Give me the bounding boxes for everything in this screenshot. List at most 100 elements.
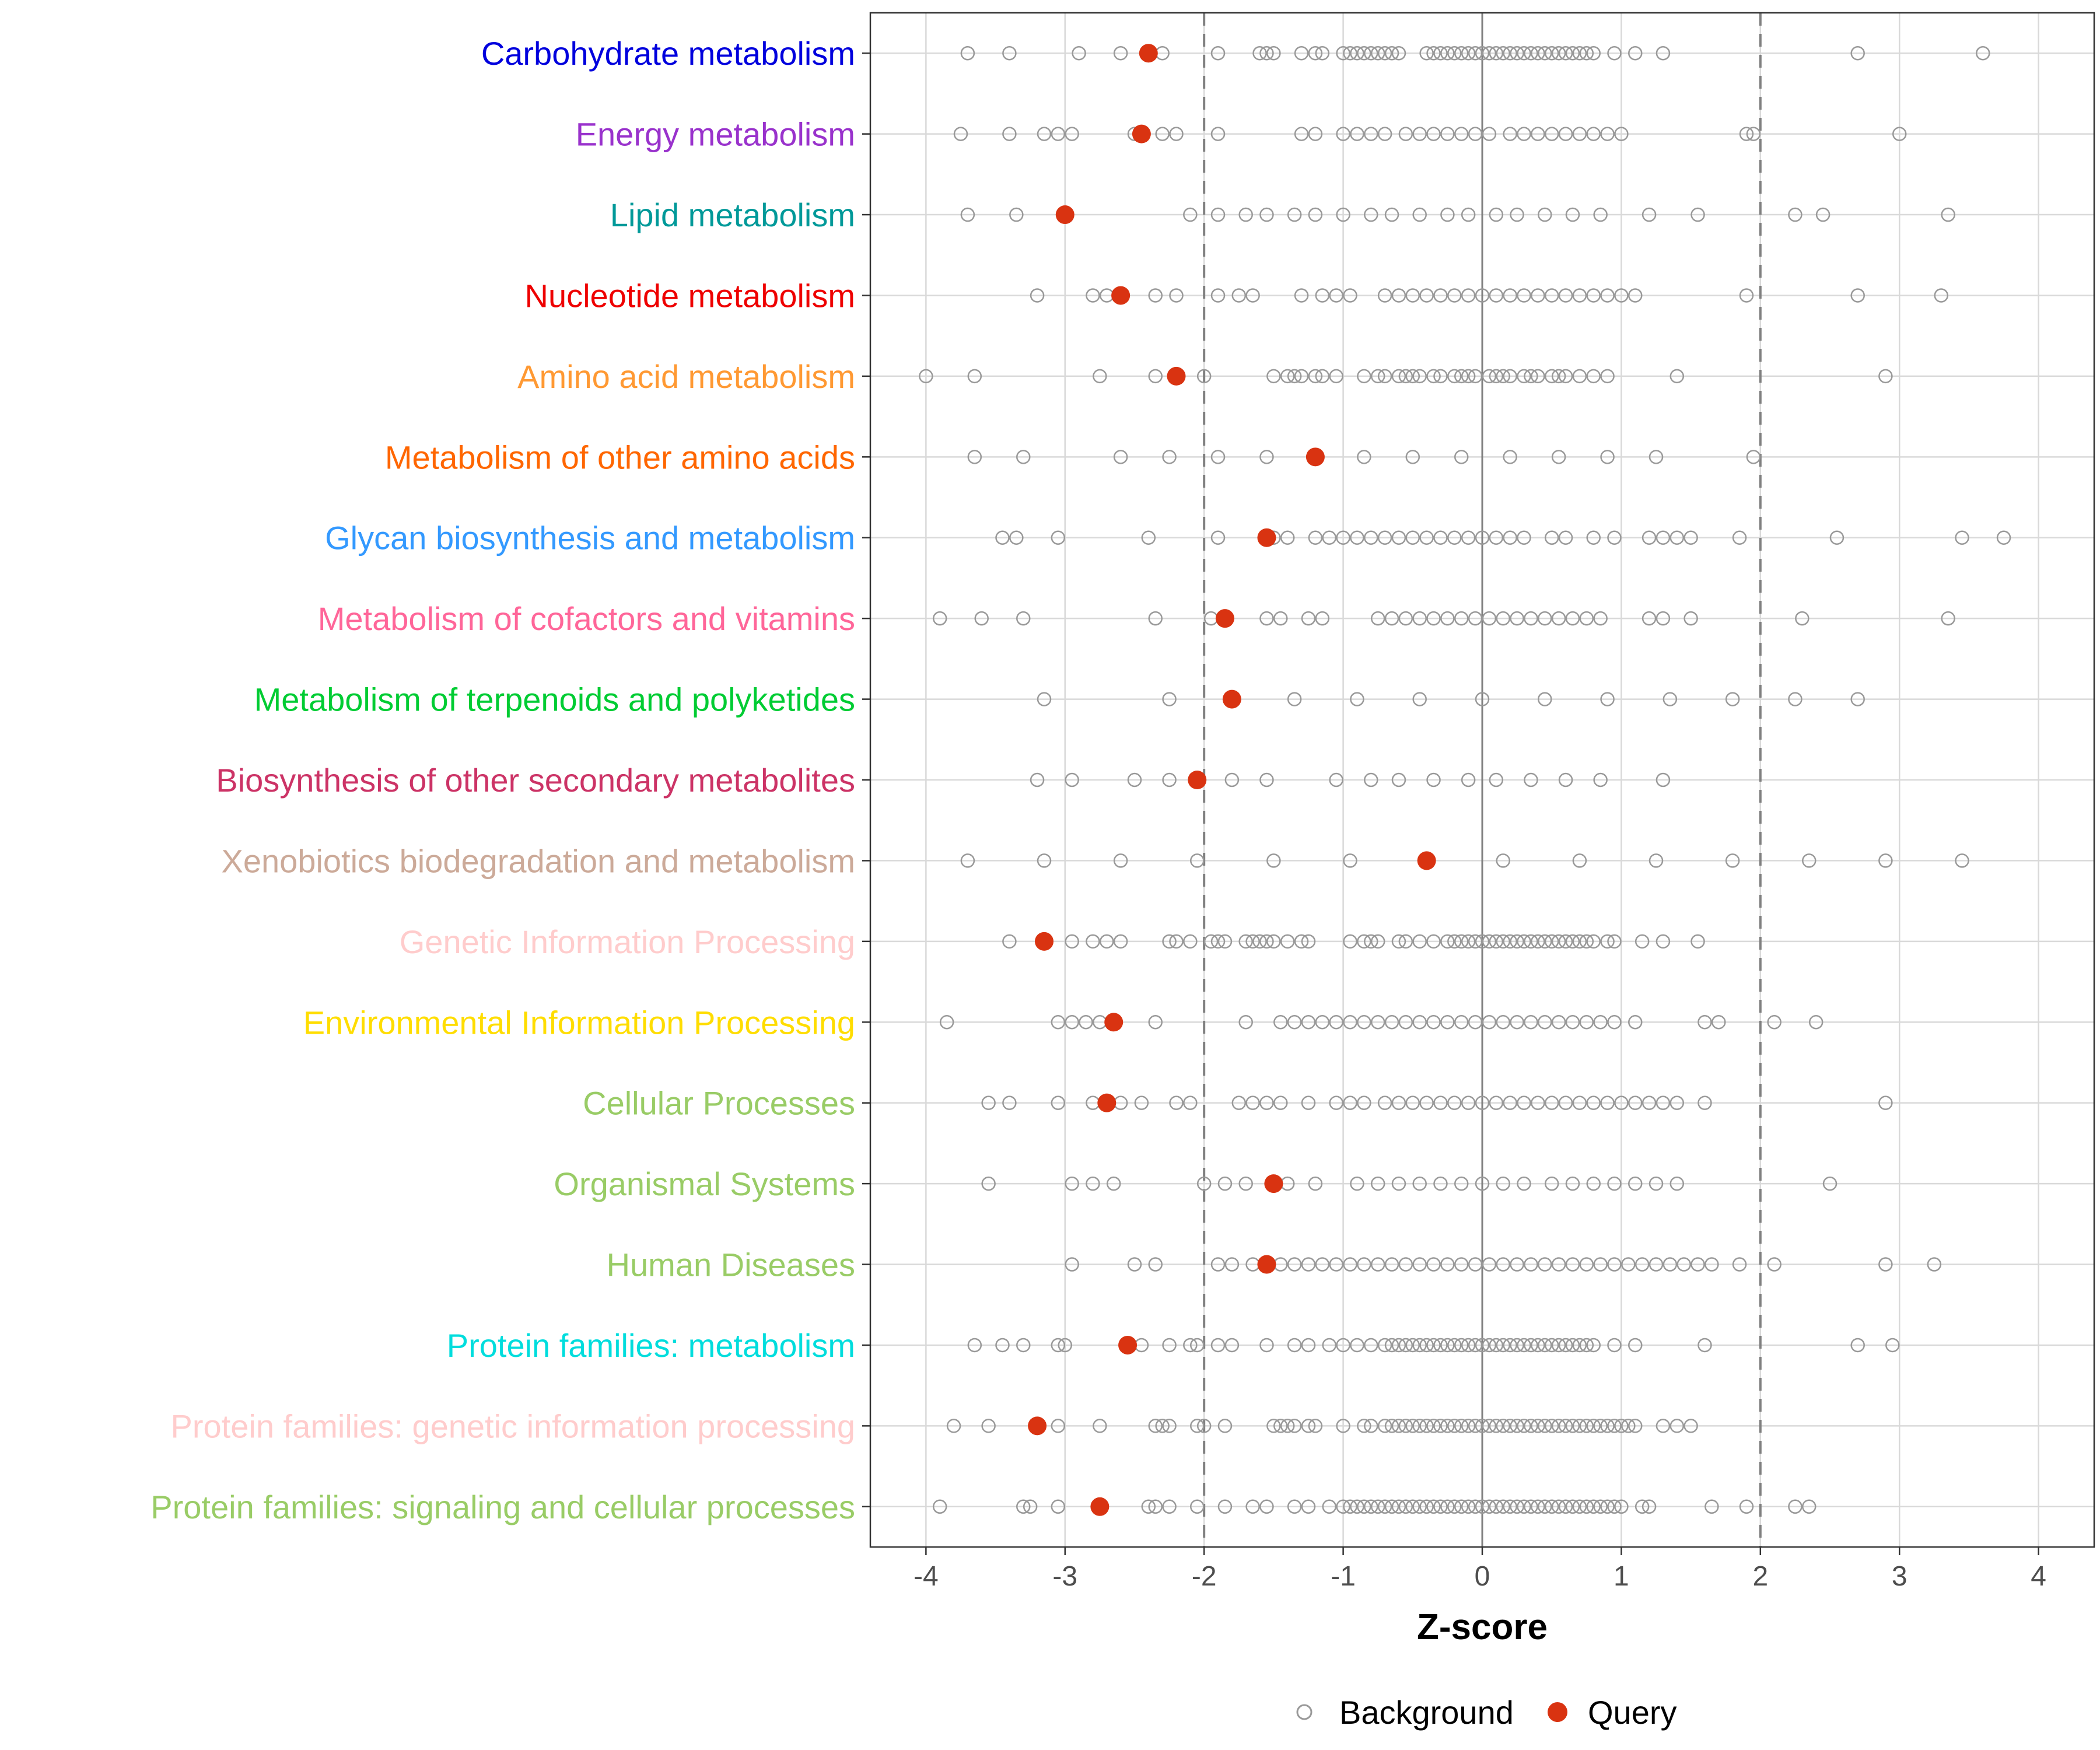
background-point xyxy=(1461,1096,1476,1110)
background-point xyxy=(1217,1499,1233,1514)
background-point xyxy=(1579,1419,1594,1433)
background-point xyxy=(1454,1499,1469,1514)
background-point xyxy=(1524,611,1538,626)
background-point xyxy=(1634,1499,1650,1514)
background-point xyxy=(1343,1257,1357,1272)
background-point xyxy=(1440,1419,1455,1433)
background-point xyxy=(1496,1257,1511,1272)
background-point xyxy=(1544,369,1559,384)
background-point xyxy=(1892,127,1907,141)
background-point xyxy=(1016,450,1031,464)
background-point xyxy=(960,46,975,61)
background-point xyxy=(1558,46,1573,61)
background-point xyxy=(1648,853,1664,868)
background-point xyxy=(1412,1257,1427,1272)
background-point xyxy=(1447,1419,1462,1433)
background-point xyxy=(1384,611,1399,626)
background-point xyxy=(1670,1419,1685,1433)
background-point xyxy=(1364,1419,1378,1433)
background-point xyxy=(1468,934,1483,949)
background-point xyxy=(1531,1338,1545,1353)
background-point xyxy=(1329,1015,1343,1030)
background-point xyxy=(1398,1419,1413,1433)
background-point xyxy=(1475,692,1490,706)
background-point xyxy=(1273,1419,1288,1433)
background-point xyxy=(1315,288,1330,303)
background-point xyxy=(1162,1419,1177,1433)
background-point xyxy=(1259,1499,1274,1514)
background-point xyxy=(1551,1257,1566,1272)
background-point xyxy=(1037,127,1052,141)
background-point xyxy=(1468,369,1483,384)
background-point xyxy=(1259,934,1274,949)
background-point xyxy=(1350,692,1364,706)
background-point xyxy=(1002,46,1017,61)
background-point xyxy=(1426,611,1441,626)
background-point xyxy=(1579,934,1594,949)
background-point xyxy=(1565,46,1580,61)
background-point xyxy=(1412,1015,1427,1030)
background-point xyxy=(1308,127,1323,141)
background-point xyxy=(1878,1257,1893,1272)
background-point xyxy=(1579,1499,1594,1514)
background-point xyxy=(1273,1096,1288,1110)
background-point xyxy=(1370,611,1385,626)
background-point xyxy=(1210,127,1226,141)
background-point xyxy=(1586,127,1601,141)
background-point xyxy=(1273,611,1288,626)
background-point xyxy=(1795,611,1810,626)
background-point xyxy=(1287,1257,1302,1272)
background-point xyxy=(1454,46,1469,61)
background-point xyxy=(1656,1419,1671,1433)
background-point xyxy=(1440,1257,1455,1272)
background-point xyxy=(1287,1338,1302,1353)
category-label: Glycan biosynthesis and metabolism xyxy=(325,520,855,556)
background-point xyxy=(1093,1419,1107,1433)
background-point xyxy=(1301,1096,1316,1110)
background-point xyxy=(1398,1257,1413,1272)
background-point xyxy=(1468,127,1483,141)
background-point xyxy=(1051,1499,1066,1514)
background-point xyxy=(1210,207,1226,222)
background-point xyxy=(1531,934,1545,949)
background-point xyxy=(1621,1257,1636,1272)
background-point xyxy=(1503,369,1517,384)
background-point xyxy=(1377,288,1392,303)
background-point xyxy=(1162,692,1177,706)
category-label: Genetic Information Processing xyxy=(400,923,855,960)
background-point xyxy=(1517,288,1531,303)
category-label: Human Diseases xyxy=(607,1247,855,1283)
background-point xyxy=(1565,1419,1580,1433)
background-point xyxy=(1496,369,1511,384)
background-point xyxy=(1093,369,1107,384)
background-point xyxy=(1426,934,1441,949)
background-point xyxy=(1544,1419,1559,1433)
query-point xyxy=(1104,1013,1124,1032)
background-point xyxy=(1656,934,1671,949)
background-point xyxy=(1419,1338,1434,1353)
background-point xyxy=(1065,934,1079,949)
background-point xyxy=(1426,1499,1441,1514)
background-point xyxy=(1405,450,1420,464)
background-point xyxy=(1336,1419,1350,1433)
background-point xyxy=(1447,1499,1462,1514)
background-point xyxy=(1482,127,1497,141)
background-point xyxy=(1614,1419,1629,1433)
background-point xyxy=(1955,530,1969,545)
background-point xyxy=(1127,772,1142,788)
background-point xyxy=(1684,611,1698,626)
background-point xyxy=(1517,369,1531,384)
background-point xyxy=(1593,207,1608,222)
background-point xyxy=(1676,1257,1691,1272)
background-point xyxy=(1009,530,1024,545)
background-point xyxy=(1357,934,1371,949)
background-point xyxy=(1155,1419,1170,1433)
background-point xyxy=(1391,1338,1406,1353)
background-point xyxy=(1169,1096,1184,1110)
background-point xyxy=(1391,934,1406,949)
background-point xyxy=(981,1419,996,1433)
background-point xyxy=(1524,1419,1538,1433)
background-point xyxy=(1030,772,1045,788)
background-point xyxy=(1475,1338,1490,1353)
background-point xyxy=(1454,127,1469,141)
